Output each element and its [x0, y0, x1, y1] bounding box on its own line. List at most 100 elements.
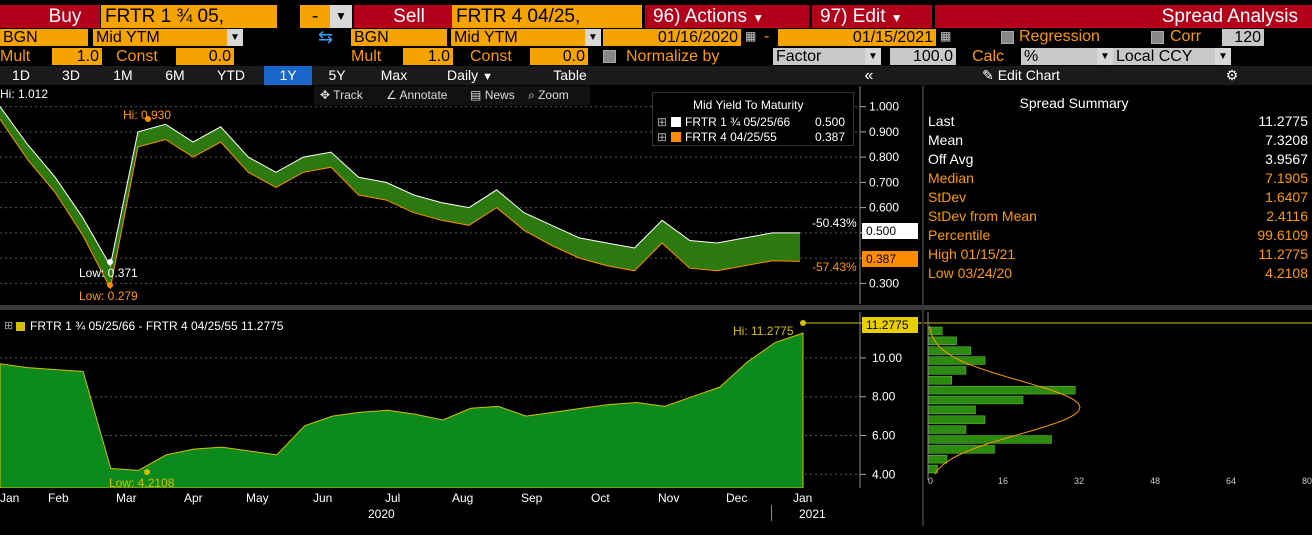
leg1-ticker-input[interactable]: FRTR 1 ¾ 05,: [101, 5, 277, 28]
factor-input[interactable]: 100.0: [890, 48, 956, 65]
magnifier-icon: ⌕: [528, 88, 535, 102]
top-hi-corner-label: Hi: 1.012: [0, 87, 49, 101]
end-date-input[interactable]: 01/15/2021: [778, 29, 936, 46]
normalize-dropdown-icon[interactable]: ▼: [865, 48, 881, 65]
range-ytd-button[interactable]: YTD: [217, 67, 245, 83]
month-tick-label: Nov: [658, 491, 680, 505]
range-6m-button[interactable]: 6M: [165, 67, 185, 83]
actions-label: 96) Actions: [653, 6, 747, 27]
month-tick-label: Apr: [184, 491, 203, 505]
start-date-input[interactable]: 01/16/2020: [603, 29, 741, 46]
field1-dropdown-icon[interactable]: ▼: [227, 29, 243, 46]
corr-checkbox[interactable]: [1151, 31, 1164, 44]
month-tick-label: Oct: [591, 491, 610, 505]
mult1-label: Mult: [0, 48, 31, 65]
edit-menu-button[interactable]: 97) Edit ▼: [812, 5, 932, 28]
y-tick-label: 10.00: [872, 351, 902, 365]
range-5y-button[interactable]: 5Y: [328, 67, 346, 83]
spread-legend-expand-icon[interactable]: ⊞: [4, 320, 14, 332]
corr-window-input[interactable]: 120: [1222, 29, 1264, 46]
const1-input[interactable]: 0.0: [176, 48, 234, 65]
annotate-tool[interactable]: ∠ Annotate: [386, 88, 447, 102]
histogram-bar: [927, 356, 986, 365]
regression-checkbox[interactable]: [1001, 31, 1014, 44]
track-tool[interactable]: ✥ Track: [320, 88, 363, 102]
collapse-panel-icon[interactable]: «: [864, 67, 874, 84]
leg1-side-field[interactable]: -: [300, 5, 330, 28]
mult2-input[interactable]: 1.0: [403, 48, 453, 65]
actions-menu-button[interactable]: 96) Actions ▼: [645, 5, 809, 28]
month-tick-label: Jul: [385, 491, 401, 505]
table-button[interactable]: Table: [553, 67, 587, 83]
summary-row: High 01/15/21 11.2775: [928, 245, 1308, 264]
spread-last-tag: 11.2775: [862, 317, 918, 333]
legend-expand-icon-2[interactable]: ⊞: [657, 130, 668, 144]
legend-swatch-1: [671, 117, 681, 127]
date-separator: -: [764, 28, 770, 45]
annotate-icon: ∠: [386, 88, 397, 102]
edit-chart-button[interactable]: ✎ Edit Chart: [956, 66, 1086, 85]
zoom-tool[interactable]: ⌕ Zoom: [528, 88, 569, 103]
range-max-button[interactable]: Max: [380, 67, 408, 83]
start-calendar-icon[interactable]: ▦: [745, 29, 757, 43]
spread-summary-panel: Spread Summary Last 11.2775 Mean 7.3208 Off …: [924, 86, 1312, 304]
buy-button[interactable]: Buy: [0, 5, 100, 28]
end-calendar-icon[interactable]: ▦: [940, 29, 952, 43]
range-1d-button[interactable]: 1D: [12, 67, 30, 83]
spread-legend-swatch: [16, 322, 25, 331]
legend-expand-icon[interactable]: ⊞: [657, 115, 668, 129]
spread-legend: FRTR 1 ¾ 05/25/66 - FRTR 4 04/25/55 11.2…: [30, 319, 284, 333]
spread-histogram: 0 16 32 48 64 80: [924, 312, 1312, 486]
legend-swatch-2: [671, 132, 681, 142]
panel-divider: [922, 86, 924, 526]
leg1-side-dropdown-icon[interactable]: ▼: [330, 5, 352, 28]
pane-divider[interactable]: [0, 305, 1312, 310]
summary-title: Spread Summary: [1019, 95, 1129, 111]
spread-low-label: Low: 4.2108: [109, 476, 175, 490]
field1-select[interactable]: Mid YTM: [93, 29, 227, 46]
mult1-input[interactable]: 1.0: [52, 48, 102, 65]
y-tick-label: 0.300: [869, 276, 899, 290]
const2-input[interactable]: 0.0: [530, 48, 588, 65]
hist-tick-label: 32: [1074, 476, 1084, 486]
source2-field[interactable]: BGN: [351, 29, 447, 46]
const2-label: Const: [470, 48, 512, 65]
gear-icon[interactable]: ⚙: [1225, 67, 1239, 83]
low-marker-orange: [107, 282, 113, 288]
summary-value: 4.2108: [1265, 265, 1308, 281]
yield-legend: Mid Yield To Maturity ⊞ FRTR 1 ¾ 05/25/6…: [652, 92, 854, 146]
range-1m-button[interactable]: 1M: [113, 67, 133, 83]
source1-field[interactable]: BGN: [0, 29, 88, 46]
period-select[interactable]: Daily ▼: [426, 66, 514, 85]
regression-label: Regression: [1019, 28, 1100, 45]
news-tool[interactable]: ▤ News: [470, 88, 515, 102]
field2-select[interactable]: Mid YTM: [451, 29, 585, 46]
range-1y-button[interactable]: 1Y: [264, 66, 312, 85]
calc-select[interactable]: %: [1021, 48, 1097, 65]
summary-key: StDev from Mean: [928, 208, 1037, 224]
hist-tick-label: 0: [928, 476, 933, 486]
field2-dropdown-icon[interactable]: ▼: [585, 29, 601, 46]
histogram-bar: [927, 385, 1076, 395]
period-label: Daily: [447, 67, 479, 83]
y-tick-label: 4.00: [872, 467, 896, 481]
hist-tick-label: 16: [998, 476, 1008, 486]
leg2-ticker-input[interactable]: FRTR 4 04/25,: [452, 5, 642, 28]
high-marker: [145, 116, 151, 122]
range-3d-button[interactable]: 3D: [62, 67, 80, 83]
summary-row: StDev from Mean 2.4116: [928, 207, 1308, 226]
calc-dropdown-icon[interactable]: ▼: [1097, 48, 1113, 65]
spread-chart[interactable]: 10.00 8.00 6.00 4.00: [0, 312, 922, 488]
normalize-by-select[interactable]: Factor: [773, 48, 865, 65]
summary-key: Off Avg: [928, 151, 974, 167]
swap-legs-icon[interactable]: ⇆: [318, 27, 334, 47]
histogram-bar: [927, 336, 957, 345]
y-tick-label: 6.00: [872, 429, 896, 443]
sell-button[interactable]: Sell: [354, 5, 452, 28]
year-label-2020: 2020: [368, 507, 395, 521]
summary-row: Low 03/24/20 4.2108: [928, 264, 1308, 283]
currency-select[interactable]: Local CCY: [1113, 48, 1215, 65]
currency-dropdown-icon[interactable]: ▼: [1215, 48, 1231, 65]
normalize-checkbox[interactable]: [603, 50, 616, 63]
month-tick-label: Jan: [793, 491, 813, 505]
